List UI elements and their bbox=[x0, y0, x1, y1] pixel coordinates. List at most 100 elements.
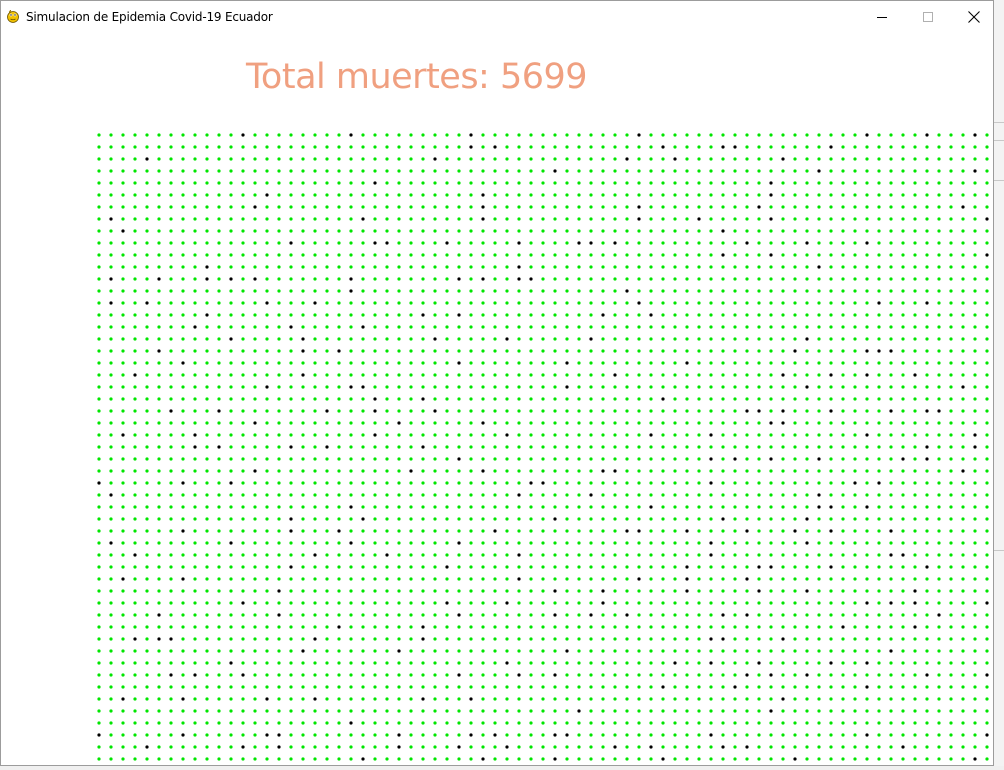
healthy-person-dot bbox=[937, 181, 941, 185]
healthy-person-dot bbox=[901, 697, 905, 701]
healthy-person-dot bbox=[853, 397, 857, 401]
healthy-person-dot bbox=[409, 481, 413, 485]
healthy-person-dot bbox=[397, 685, 401, 689]
healthy-person-dot bbox=[373, 373, 377, 377]
healthy-person-dot bbox=[505, 565, 509, 569]
healthy-person-dot bbox=[457, 649, 461, 653]
healthy-person-dot bbox=[265, 709, 269, 713]
healthy-person-dot bbox=[913, 637, 917, 641]
close-button[interactable] bbox=[951, 1, 993, 33]
healthy-person-dot bbox=[217, 145, 221, 149]
healthy-person-dot bbox=[685, 421, 689, 425]
healthy-person-dot bbox=[865, 553, 869, 557]
simulation-canvas[interactable]: Total muertes: 5699 bbox=[1, 33, 993, 765]
healthy-person-dot bbox=[169, 613, 173, 617]
healthy-person-dot bbox=[973, 277, 977, 281]
healthy-person-dot bbox=[565, 409, 569, 413]
healthy-person-dot bbox=[865, 181, 869, 185]
healthy-person-dot bbox=[973, 529, 977, 533]
healthy-person-dot bbox=[409, 517, 413, 521]
healthy-person-dot bbox=[529, 541, 533, 545]
dead-person-dot bbox=[913, 601, 917, 605]
healthy-person-dot bbox=[253, 637, 257, 641]
healthy-person-dot bbox=[529, 349, 533, 353]
healthy-person-dot bbox=[613, 613, 617, 617]
minimize-icon bbox=[876, 16, 887, 18]
healthy-person-dot bbox=[685, 481, 689, 485]
healthy-person-dot bbox=[961, 517, 965, 521]
healthy-person-dot bbox=[121, 337, 125, 341]
healthy-person-dot bbox=[133, 349, 137, 353]
healthy-person-dot bbox=[757, 421, 761, 425]
healthy-person-dot bbox=[589, 289, 593, 293]
healthy-person-dot bbox=[133, 313, 137, 317]
healthy-person-dot bbox=[277, 133, 281, 137]
healthy-person-dot bbox=[577, 757, 581, 761]
dead-person-dot bbox=[253, 277, 257, 281]
healthy-person-dot bbox=[433, 397, 437, 401]
healthy-person-dot bbox=[457, 553, 461, 557]
healthy-person-dot bbox=[673, 697, 677, 701]
healthy-person-dot bbox=[241, 613, 245, 617]
healthy-person-dot bbox=[625, 637, 629, 641]
healthy-person-dot bbox=[217, 277, 221, 281]
healthy-person-dot bbox=[565, 181, 569, 185]
healthy-person-dot bbox=[553, 361, 557, 365]
healthy-person-dot bbox=[889, 481, 893, 485]
healthy-person-dot bbox=[469, 301, 473, 305]
healthy-person-dot bbox=[613, 205, 617, 209]
healthy-person-dot bbox=[949, 301, 953, 305]
healthy-person-dot bbox=[349, 229, 353, 233]
healthy-person-dot bbox=[901, 301, 905, 305]
healthy-person-dot bbox=[673, 505, 677, 509]
healthy-person-dot bbox=[133, 697, 137, 701]
dead-person-dot bbox=[889, 601, 893, 605]
healthy-person-dot bbox=[745, 421, 749, 425]
healthy-person-dot bbox=[685, 301, 689, 305]
healthy-person-dot bbox=[289, 433, 293, 437]
healthy-person-dot bbox=[313, 721, 317, 725]
healthy-person-dot bbox=[589, 505, 593, 509]
healthy-person-dot bbox=[841, 397, 845, 401]
healthy-person-dot bbox=[877, 469, 881, 473]
healthy-person-dot bbox=[217, 421, 221, 425]
healthy-person-dot bbox=[793, 373, 797, 377]
healthy-person-dot bbox=[949, 733, 953, 737]
healthy-person-dot bbox=[97, 361, 101, 365]
healthy-person-dot bbox=[661, 157, 665, 161]
dead-person-dot bbox=[673, 157, 677, 161]
healthy-person-dot bbox=[277, 709, 281, 713]
healthy-person-dot bbox=[769, 577, 773, 581]
healthy-person-dot bbox=[445, 613, 449, 617]
title-bar[interactable]: Simulacion de Epidemia Covid-19 Ecuador bbox=[1, 1, 993, 33]
dead-person-dot bbox=[361, 217, 365, 221]
healthy-person-dot bbox=[181, 205, 185, 209]
healthy-person-dot bbox=[157, 541, 161, 545]
healthy-person-dot bbox=[205, 709, 209, 713]
healthy-person-dot bbox=[265, 745, 269, 749]
healthy-person-dot bbox=[877, 637, 881, 641]
maximize-button[interactable] bbox=[905, 1, 951, 33]
healthy-person-dot bbox=[253, 553, 257, 557]
healthy-person-dot bbox=[373, 541, 377, 545]
healthy-person-dot bbox=[493, 253, 497, 257]
close-icon bbox=[968, 11, 980, 23]
healthy-person-dot bbox=[145, 685, 149, 689]
dead-person-dot bbox=[685, 589, 689, 593]
healthy-person-dot bbox=[613, 673, 617, 677]
dead-person-dot bbox=[901, 457, 905, 461]
healthy-person-dot bbox=[829, 205, 833, 209]
minimize-button[interactable] bbox=[859, 1, 905, 33]
healthy-person-dot bbox=[433, 445, 437, 449]
healthy-person-dot bbox=[217, 457, 221, 461]
dead-person-dot bbox=[865, 733, 869, 737]
healthy-person-dot bbox=[361, 673, 365, 677]
dead-person-dot bbox=[229, 661, 233, 665]
healthy-person-dot bbox=[169, 589, 173, 593]
healthy-person-dot bbox=[409, 577, 413, 581]
healthy-person-dot bbox=[685, 277, 689, 281]
healthy-person-dot bbox=[985, 553, 989, 557]
healthy-person-dot bbox=[493, 157, 497, 161]
healthy-person-dot bbox=[805, 445, 809, 449]
healthy-person-dot bbox=[985, 745, 989, 749]
